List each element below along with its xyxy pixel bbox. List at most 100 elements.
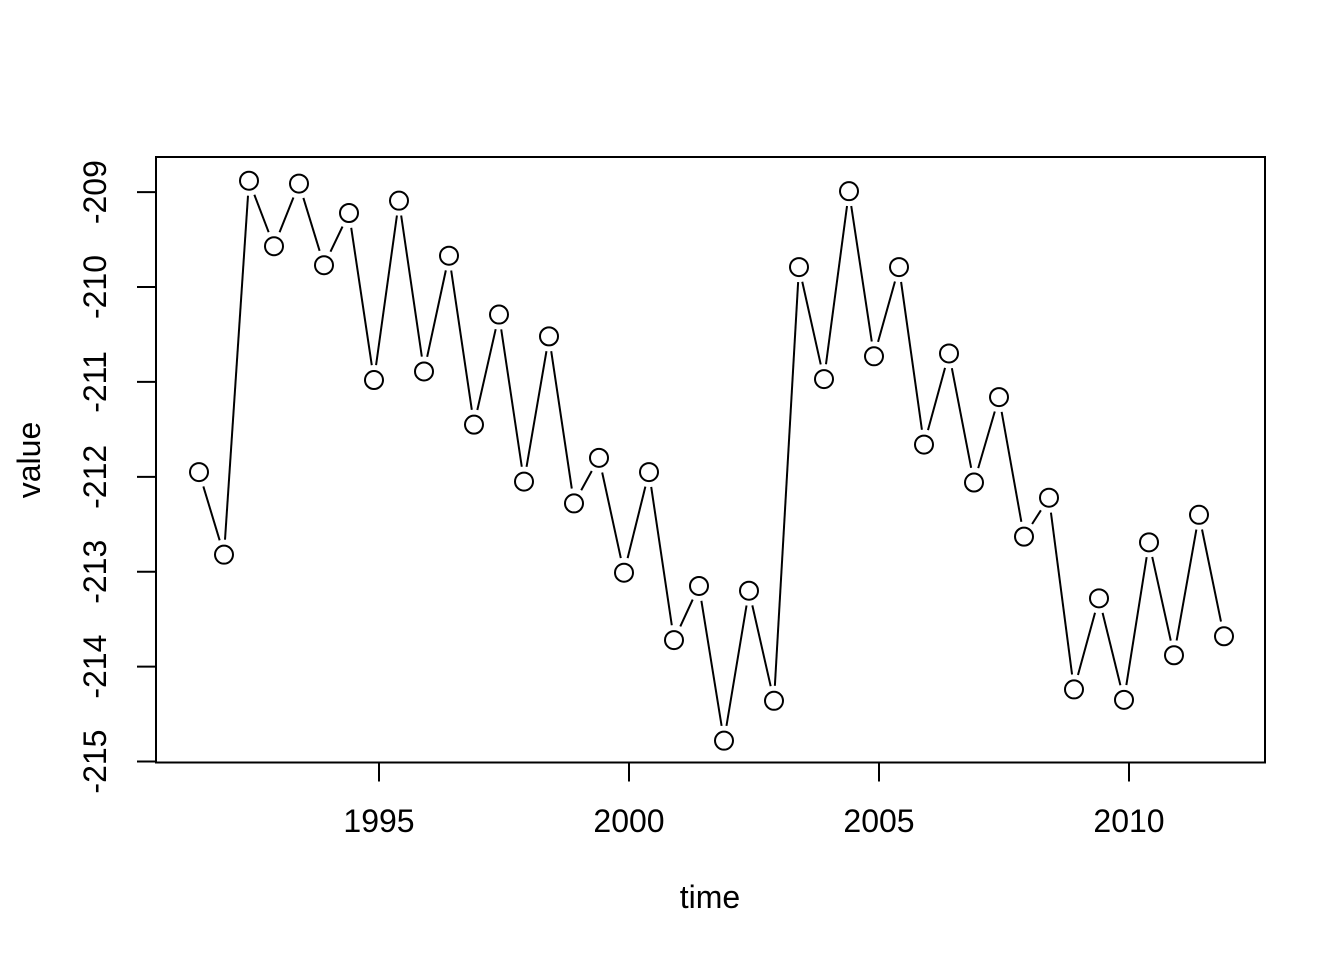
data-point-marker — [314, 255, 334, 276]
series-line-segment — [1031, 509, 1042, 525]
series-line-segment — [278, 197, 295, 233]
series-line-segment — [302, 197, 321, 252]
x-axis-ticks: 1995 2000 2005 2010 — [343, 762, 1165, 839]
data-point-marker — [339, 202, 359, 223]
series-line-segment — [626, 486, 647, 559]
y-tick-label: -211 — [77, 351, 113, 413]
series-line-segment — [400, 215, 423, 357]
data-point-marker — [264, 236, 284, 257]
data-point-marker — [614, 562, 634, 583]
data-point-marker — [539, 326, 559, 347]
x-tick-label: 2000 — [593, 803, 664, 839]
y-tick-label: -213 — [77, 540, 113, 604]
y-axis-label: value — [11, 422, 47, 499]
x-tick-label: 1995 — [343, 803, 414, 839]
data-point-marker — [1064, 679, 1084, 700]
data-point-marker — [714, 730, 734, 751]
series-line-segment — [450, 270, 473, 410]
data-point-marker — [789, 257, 809, 278]
data-point-marker — [689, 575, 709, 596]
y-tick-label: -210 — [77, 255, 113, 319]
series-line-segment — [824, 205, 849, 365]
series-line-segment — [1049, 512, 1074, 675]
series-line-segment — [751, 605, 772, 687]
data-point-marker — [589, 447, 609, 468]
data-point-marker — [1189, 504, 1209, 525]
series-line-segment — [950, 367, 973, 468]
series-line-segment — [500, 329, 523, 467]
series-line-segment — [679, 599, 694, 627]
y-tick-label: -214 — [77, 635, 113, 699]
data-point-marker — [464, 414, 484, 435]
x-tick-label: 2005 — [843, 803, 914, 839]
x-tick-label: 2010 — [1093, 803, 1164, 839]
series-line-segment — [927, 367, 946, 431]
data-point-marker — [1014, 526, 1034, 547]
series-line-segment — [900, 281, 923, 430]
series-line-segment — [650, 486, 673, 626]
plot-area-border — [155, 156, 1266, 764]
series-line-segment — [253, 194, 270, 233]
data-point-marker — [414, 361, 434, 382]
data-point-marker — [1039, 487, 1059, 508]
series-line-segment — [1151, 556, 1172, 641]
data-point-marker — [914, 434, 934, 455]
series-line — [202, 194, 1222, 727]
series-points — [189, 170, 1234, 751]
data-point-marker — [514, 471, 534, 492]
data-point-marker — [564, 493, 584, 514]
series-line-segment — [1201, 529, 1222, 622]
data-point-marker — [664, 630, 684, 651]
series-line-segment — [525, 350, 548, 467]
data-point-marker — [1114, 689, 1134, 710]
data-point-marker — [214, 544, 234, 565]
data-point-marker — [389, 190, 409, 211]
series-line-segment — [476, 328, 497, 411]
data-point-marker — [964, 472, 984, 493]
data-point-marker — [1089, 588, 1109, 609]
series-line-segment — [977, 411, 996, 469]
series-line-segment — [350, 227, 373, 366]
y-tick-label: -209 — [77, 160, 113, 224]
series-line-segment — [1077, 612, 1096, 676]
data-point-marker — [639, 462, 659, 483]
data-point-marker — [364, 370, 384, 391]
y-tick-label: -212 — [77, 445, 113, 509]
series-line-segment — [1000, 411, 1023, 523]
series-line-segment — [202, 486, 221, 541]
series-line-segment — [700, 600, 723, 727]
series-line-segment — [725, 605, 748, 727]
y-axis-ticks: -215 -214 -213 -212 -211 -210 -209 — [77, 160, 156, 794]
series-line-segment — [1101, 612, 1122, 686]
series-line-segment — [801, 281, 822, 365]
series-line-segment — [877, 281, 896, 343]
x-axis-label: time — [680, 879, 740, 915]
data-point-marker — [989, 387, 1009, 408]
data-point-marker — [739, 580, 759, 601]
series-line-segment — [850, 205, 873, 342]
series-line-segment — [224, 195, 249, 540]
y-tick-label: -215 — [77, 730, 113, 794]
series-line-segment — [550, 351, 573, 489]
data-point-marker — [1214, 626, 1234, 647]
data-point-marker — [814, 369, 834, 390]
data-point-marker — [439, 245, 459, 266]
series-line-segment — [601, 472, 622, 559]
data-point-marker — [239, 170, 259, 191]
data-point-marker — [289, 173, 309, 194]
data-point-marker — [764, 690, 784, 711]
data-point-marker — [189, 462, 209, 483]
data-point-marker — [839, 181, 859, 202]
series-line-segment — [1125, 556, 1148, 686]
data-point-marker — [1139, 532, 1159, 553]
series-line-segment — [773, 282, 800, 686]
series-line-segment — [375, 215, 398, 366]
data-point-marker — [889, 257, 909, 278]
data-point-marker — [1164, 645, 1184, 666]
data-point-marker — [864, 346, 884, 367]
series-line-segment — [1175, 529, 1198, 641]
data-point-marker — [489, 304, 509, 325]
series-line-segment — [426, 270, 447, 358]
